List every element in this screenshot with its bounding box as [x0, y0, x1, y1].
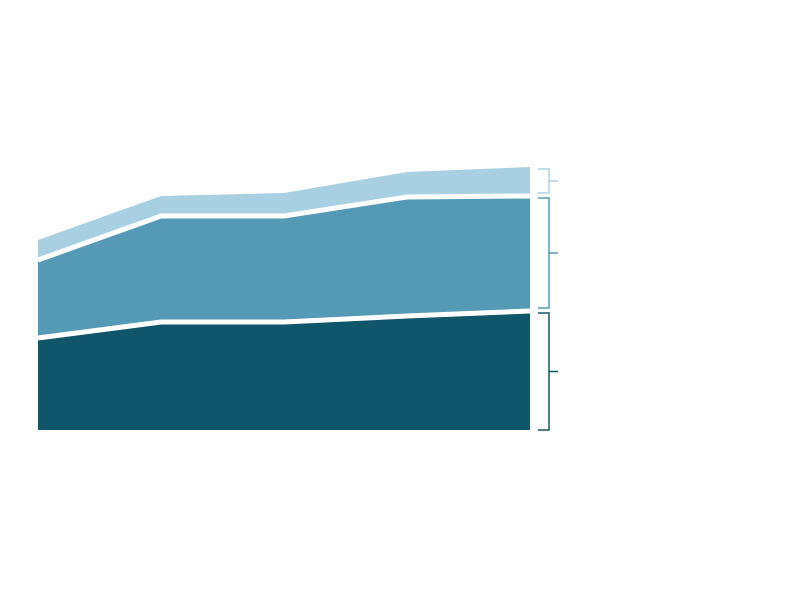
- bracket: [538, 168, 558, 194]
- area: [38, 311, 530, 430]
- separator: [37, 308, 531, 341]
- area: [38, 196, 530, 338]
- bracket: [538, 197, 558, 309]
- bracket: [538, 312, 558, 431]
- separator: [37, 193, 531, 263]
